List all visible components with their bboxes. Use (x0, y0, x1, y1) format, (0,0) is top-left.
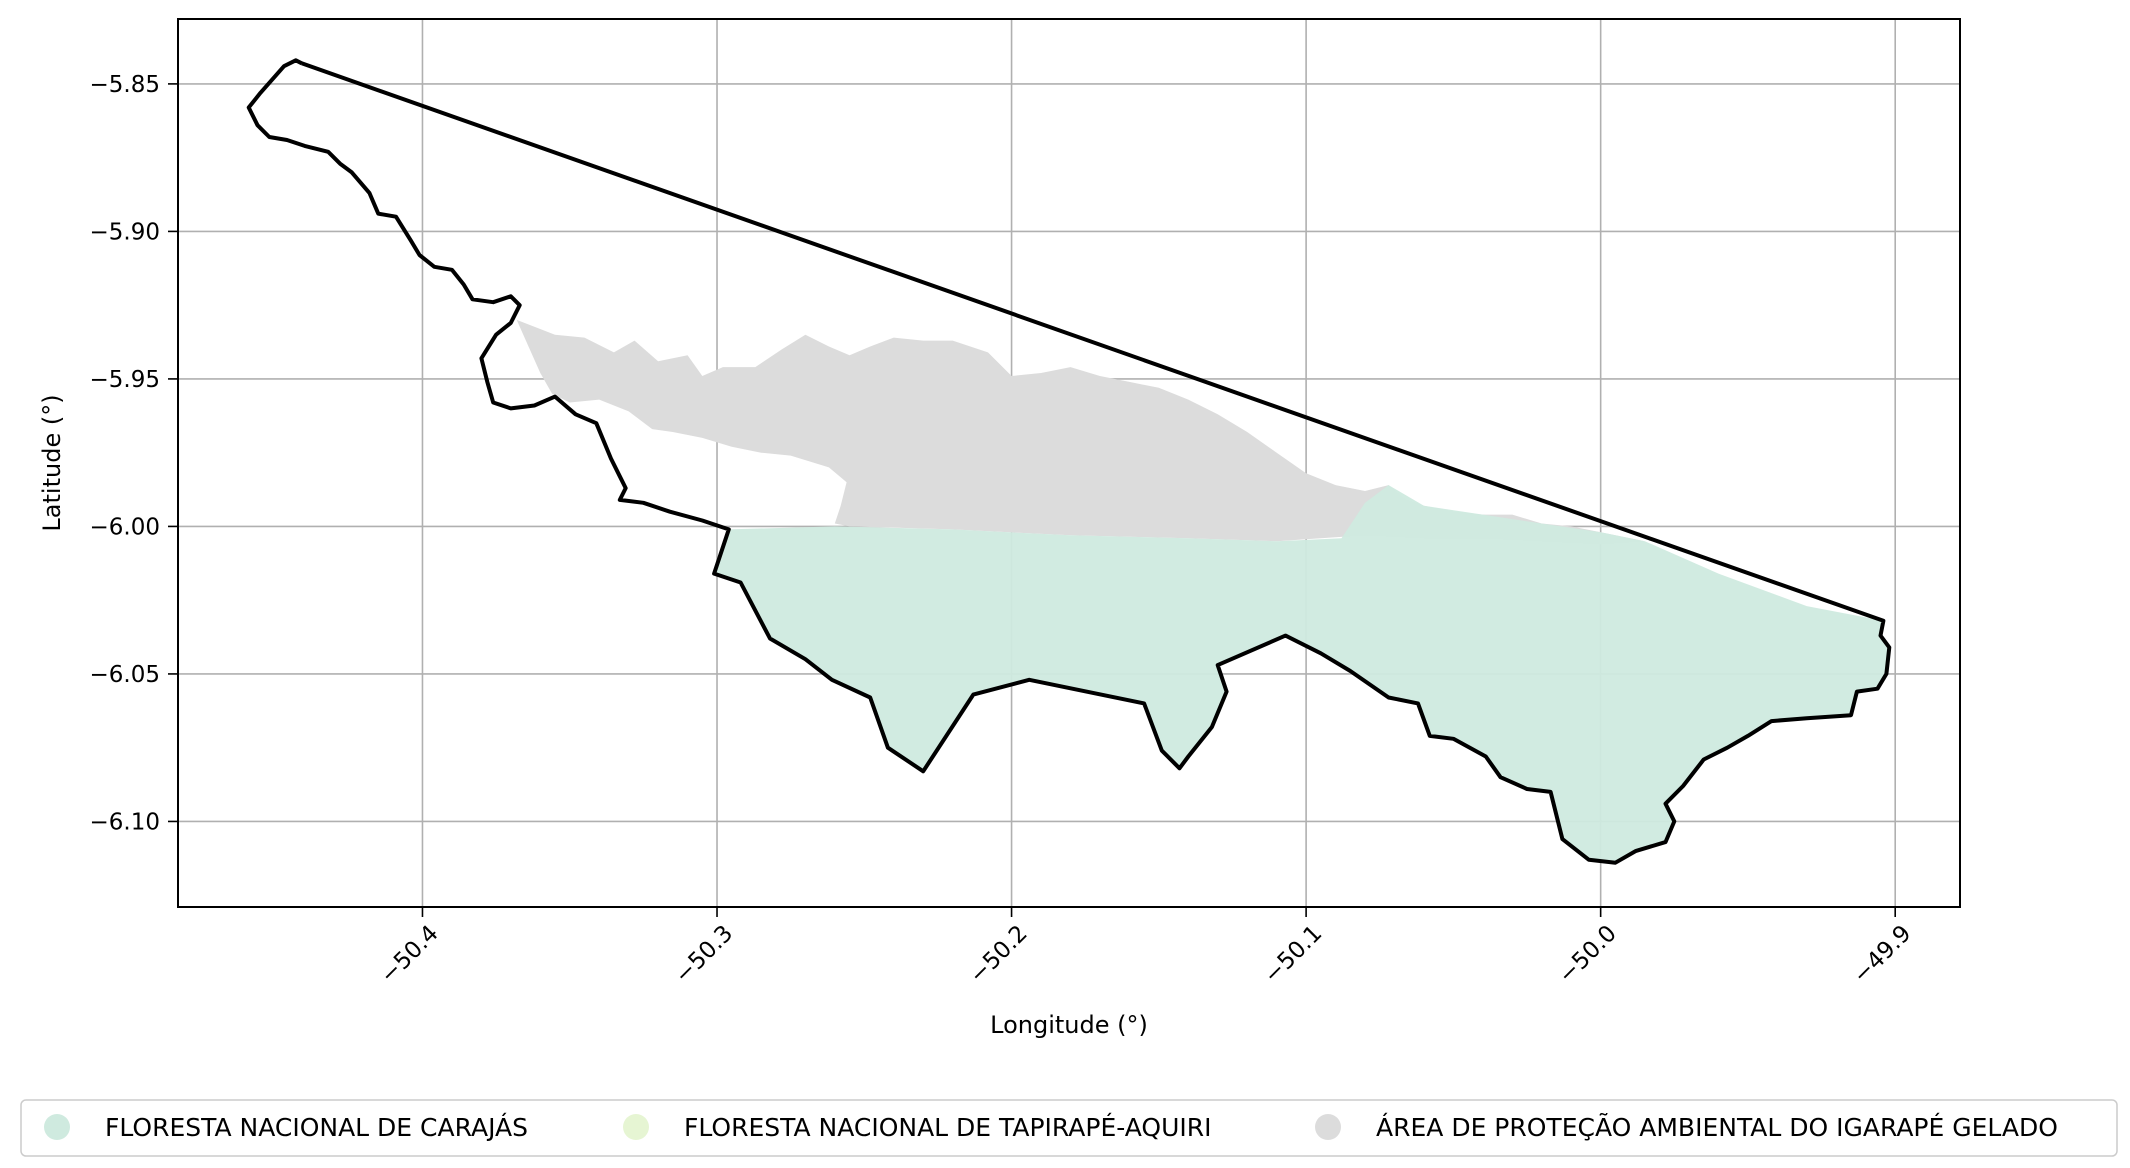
y-tick-label-2: −5.95 (90, 367, 160, 393)
y-tick-label-4: −6.05 (90, 662, 160, 688)
protected-areas (516, 319, 1890, 863)
y-tick-label-5: −6.10 (90, 809, 160, 835)
y-axis-label: Latitude (°) (38, 394, 66, 531)
legend-label-tapirape-aquiri: FLORESTA NACIONAL DE TAPIRAPÉ-AQUIRI (684, 1113, 1212, 1142)
area-1 (714, 485, 1890, 863)
legend-marker-tapirape-aquiri (623, 1114, 649, 1140)
boundary-outline (246, 58, 1892, 865)
legend: FLORESTA NACIONAL DE CARAJÁS FLORESTA NA… (20, 1099, 2118, 1157)
municipality-boundary (246, 58, 1892, 865)
x-axis-label: Longitude (°) (990, 1011, 1148, 1039)
legend-label-carajas: FLORESTA NACIONAL DE CARAJÁS (105, 1113, 528, 1142)
plot-frame (177, 18, 1961, 908)
area-0 (516, 319, 1645, 545)
legend-label-igarape-gelado: ÁREA DE PROTEÇÃO AMBIENTAL DO IGARAPÉ GE… (1376, 1112, 2058, 1142)
y-tick-label-0: −5.85 (90, 72, 160, 98)
y-tick-label-3: −6.00 (90, 514, 160, 540)
y-tick-label-1: −5.90 (90, 219, 160, 245)
legend-marker-carajas (44, 1114, 70, 1140)
legend-marker-igarape-gelado (1315, 1114, 1341, 1140)
legend-box (20, 1099, 2118, 1157)
